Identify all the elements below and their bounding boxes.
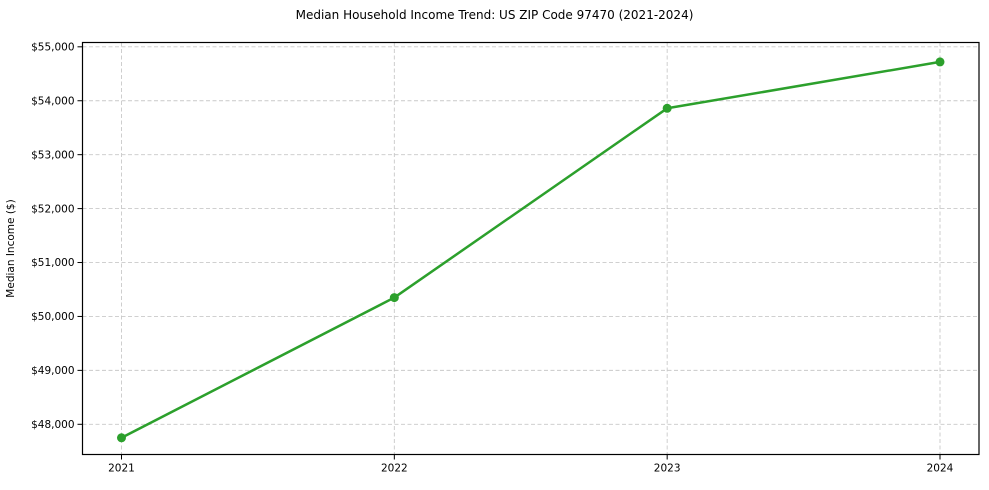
y-tick-label: $55,000	[31, 42, 74, 54]
x-tick-label: 2024	[927, 463, 954, 475]
y-tick-label: $51,000	[31, 257, 74, 269]
y-tick-label: $50,000	[31, 311, 74, 323]
data-point-2021	[116, 433, 126, 443]
data-point-2023	[662, 103, 672, 113]
x-tick-label: 2022	[381, 463, 408, 475]
y-tick-label: $48,000	[31, 419, 74, 431]
x-tick-label: 2021	[108, 463, 135, 475]
y-tick-label: $54,000	[31, 95, 74, 107]
y-tick-label: $49,000	[31, 365, 74, 377]
y-axis-label: Median Income ($)	[5, 199, 17, 297]
data-point-2024	[935, 57, 945, 67]
axes-frame	[81, 41, 980, 456]
y-tick-label: $52,000	[31, 203, 74, 215]
data-point-2022	[389, 293, 399, 303]
x-tick-label: 2023	[654, 463, 681, 475]
income-trend-line	[120, 60, 941, 439]
chart-title: Median Household Income Trend: US ZIP Co…	[295, 8, 694, 22]
y-tick-label: $53,000	[31, 149, 74, 161]
